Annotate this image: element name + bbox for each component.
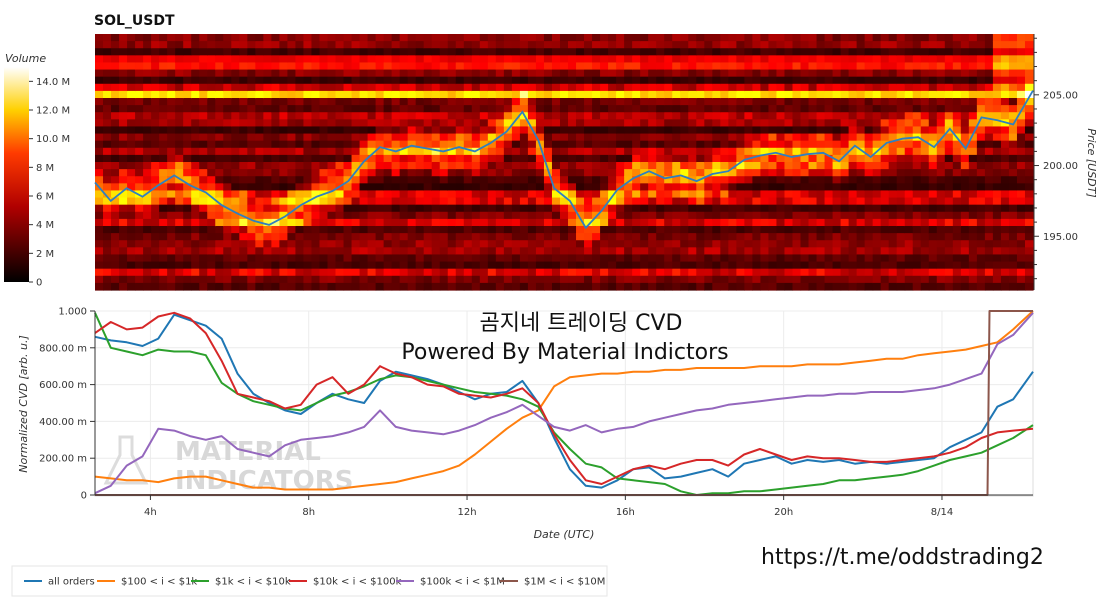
price-axis-label: Price [USDT] — [1085, 128, 1098, 197]
heatmap-title: SOL_USDT — [94, 13, 175, 29]
cvd-x-tick-label: 4h — [144, 507, 157, 518]
colorbar-tick-label: 14.0 M — [36, 77, 70, 88]
price-tick-label: 200.00 — [1043, 161, 1078, 172]
colorbar — [4, 67, 29, 282]
cvd-y-tick-label: 600.00 m — [39, 380, 87, 391]
cvd-y-tick-label: 800.00 m — [39, 343, 87, 354]
price-tick-label: 195.00 — [1043, 232, 1078, 243]
legend-item-label: $100k < i < $1M — [420, 577, 505, 588]
price-line — [94, 90, 1034, 230]
colorbar-tick-label: 2 M — [36, 249, 54, 260]
colorbar-tick-label: 10.0 M — [36, 134, 70, 145]
legend-item-label: all orders — [48, 577, 95, 588]
legend-item-label: $10k < i < $100k — [313, 577, 402, 588]
legend-item-label: $1M < i < $10M — [524, 577, 605, 588]
telegram-link[interactable]: https://t.me/oddstrading2 — [761, 545, 1044, 570]
cvd-plot-area — [94, 310, 1034, 497]
colorbar-ticks: 0 2 M 4 M 6 M 8 M 10.0 M 12.0 M 14.0 M — [29, 77, 70, 289]
watermark-line-2: INDICATORS — [175, 466, 353, 496]
cvd-y-axis-label: Normalized CVD [arb. u.] — [17, 335, 30, 473]
colorbar-tick-label: 0 — [36, 278, 42, 289]
cvd-x-tick-label: 8h — [302, 507, 315, 518]
cvd-y-tick-label: 1.000 — [58, 307, 87, 318]
cvd-x-tick-label: 16h — [616, 507, 635, 518]
overlay-subtitle: Powered By Material Indictors — [401, 340, 728, 365]
cvd-series — [94, 310, 1034, 496]
cvd-x-tick-label: 12h — [458, 507, 477, 518]
heatmap-cells — [95, 34, 1034, 291]
cvd-x-tick-label: 20h — [774, 507, 793, 518]
cvd-series-line — [94, 310, 1034, 491]
price-axis: 195.00 200.00 205.00 — [1033, 34, 1078, 290]
price-tick-label: 205.00 — [1043, 90, 1078, 101]
colorbar-label: Volume — [5, 52, 46, 65]
cvd-y-tick-label: 400.00 m — [39, 417, 87, 428]
cvd-y-tick-label: 0 — [81, 491, 87, 502]
cvd-series-line — [94, 311, 1034, 485]
legend: all orders $100 < i < $1k $1k < i < $10k $1… — [24, 577, 605, 588]
cvd-x-tick-label: 8/14 — [931, 507, 953, 518]
cvd-x-axis: 4h 8h 12h 16h 20h 8/14 — [95, 494, 1033, 518]
colorbar-tick-label: 4 M — [36, 220, 54, 231]
cvd-y-axis: 0 200.00 m 400.00 m 600.00 m 800.00 m 1.000 — [39, 307, 96, 502]
colorbar-tick-label: 6 M — [36, 192, 54, 203]
cvd-series-line — [94, 312, 1034, 496]
cvd-x-axis-label: Date (UTC) — [534, 528, 595, 541]
colorbar-tick-label: 12.0 M — [36, 106, 70, 117]
cvd-y-tick-label: 200.00 m — [39, 454, 87, 465]
legend-item-label: $100 < i < $1k — [121, 577, 197, 588]
colorbar-tick-label: 8 M — [36, 163, 54, 174]
overlay-title: 곰지네 트레이딩 CVD — [479, 311, 682, 336]
cvd-series-line — [94, 312, 1034, 495]
legend-item-label: $1k < i < $10k — [215, 577, 291, 588]
